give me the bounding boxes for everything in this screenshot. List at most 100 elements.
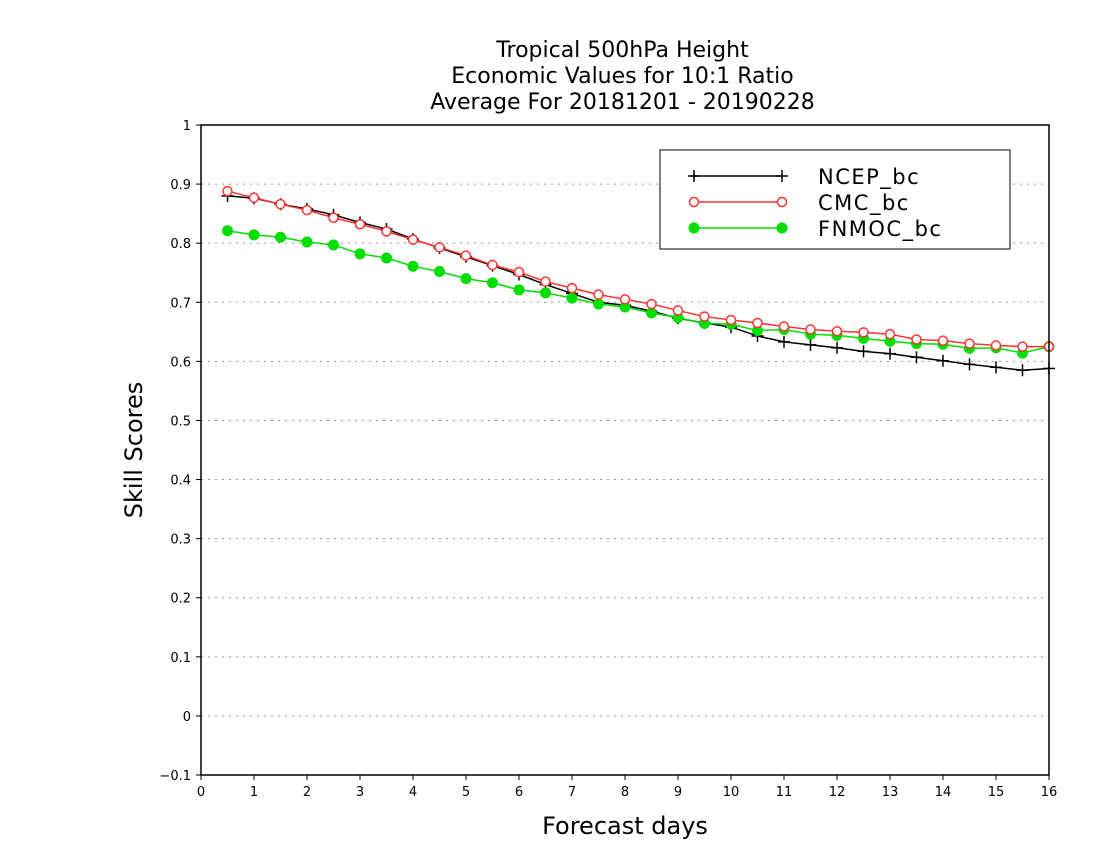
data-point bbox=[593, 289, 604, 300]
data-point bbox=[937, 335, 949, 346]
data-point bbox=[460, 273, 472, 285]
x-tick-label: 15 bbox=[988, 785, 1005, 800]
y-tick-label: 0.3 bbox=[170, 533, 191, 548]
y-tick-label: 0.1 bbox=[170, 651, 191, 666]
data-point bbox=[328, 212, 339, 224]
data-point bbox=[487, 277, 498, 289]
legend-label: FNMOC_bc bbox=[818, 217, 942, 242]
y-tick-label: 0 bbox=[183, 710, 191, 725]
legend-item: FNMOC_bc bbox=[688, 217, 942, 242]
data-point bbox=[328, 239, 339, 251]
x-tick-label: 3 bbox=[356, 785, 364, 800]
data-point bbox=[354, 248, 366, 260]
y-tick-label: 0.4 bbox=[170, 474, 191, 489]
chart-title-line-3: Average For 20181201 - 20190228 bbox=[430, 90, 815, 115]
data-point bbox=[381, 226, 392, 237]
data-point bbox=[301, 236, 313, 248]
legend-item: CMC_bc bbox=[688, 191, 910, 216]
data-point bbox=[831, 341, 843, 354]
series-cmc-bc bbox=[222, 185, 1055, 352]
x-tick-label: 2 bbox=[303, 785, 311, 800]
y-tick-label: 1 bbox=[183, 119, 191, 134]
data-point bbox=[487, 259, 498, 271]
y-tick-label: 0.9 bbox=[170, 178, 191, 193]
data-point bbox=[937, 354, 949, 367]
x-tick-label: 8 bbox=[621, 785, 629, 800]
data-point bbox=[1017, 341, 1028, 352]
legend-box bbox=[659, 149, 1011, 250]
data-point bbox=[460, 250, 472, 261]
y-axis-label: Skill Scores bbox=[120, 382, 148, 519]
legend-marker bbox=[776, 170, 788, 182]
x-tick-label: 12 bbox=[829, 785, 846, 800]
y-tick-label: 0.8 bbox=[170, 237, 191, 252]
x-tick-label: 9 bbox=[674, 785, 682, 800]
x-tick-label: 1 bbox=[250, 785, 258, 800]
chart-title-line-1: Tropical 500hPa Height bbox=[496, 38, 749, 63]
x-axis-label: Forecast days bbox=[542, 812, 708, 840]
data-point bbox=[672, 305, 684, 316]
data-point bbox=[646, 298, 657, 310]
y-tick-label: 0.2 bbox=[170, 592, 191, 607]
data-point bbox=[248, 192, 260, 203]
data-point bbox=[699, 311, 710, 322]
data-point bbox=[805, 324, 816, 335]
data-point bbox=[831, 325, 843, 337]
data-point bbox=[804, 338, 817, 351]
legend-marker bbox=[776, 196, 788, 208]
data-point bbox=[646, 307, 657, 319]
data-point bbox=[857, 345, 870, 358]
data-point bbox=[858, 327, 869, 338]
data-point bbox=[407, 260, 419, 272]
data-point bbox=[275, 198, 286, 210]
data-point bbox=[911, 334, 922, 345]
x-tick-label: 7 bbox=[568, 785, 576, 800]
y-tick-label: 0.6 bbox=[170, 355, 191, 370]
data-point bbox=[964, 338, 975, 349]
data-point bbox=[778, 321, 790, 332]
legend-label: CMC_bc bbox=[818, 191, 910, 216]
legend-marker bbox=[688, 170, 700, 182]
x-tick-label: 14 bbox=[935, 785, 952, 800]
y-tick-label: 0.7 bbox=[170, 296, 191, 311]
legend-marker bbox=[688, 196, 700, 208]
data-point bbox=[222, 225, 233, 237]
legend-marker bbox=[776, 222, 788, 234]
x-tick-label: 10 bbox=[723, 785, 740, 800]
data-point bbox=[1016, 364, 1029, 377]
data-point bbox=[752, 317, 763, 329]
data-point bbox=[910, 351, 923, 364]
x-tick-label: 0 bbox=[197, 785, 205, 800]
data-point bbox=[990, 361, 1002, 374]
data-point bbox=[222, 185, 233, 197]
x-tick-label: 16 bbox=[1041, 785, 1058, 800]
legend-label: NCEP_bc bbox=[818, 165, 920, 190]
y-tick-label: 0.5 bbox=[170, 414, 191, 429]
data-point bbox=[513, 266, 525, 278]
x-tick-label: 13 bbox=[882, 785, 899, 800]
data-point bbox=[434, 266, 445, 278]
data-point bbox=[407, 234, 419, 245]
data-point bbox=[513, 284, 525, 296]
data-point bbox=[275, 231, 286, 243]
x-tick-label: 6 bbox=[515, 785, 523, 800]
legend-marker bbox=[688, 222, 700, 234]
x-tick-label: 11 bbox=[776, 785, 793, 800]
data-point bbox=[593, 298, 604, 310]
data-point bbox=[884, 328, 896, 340]
data-point bbox=[566, 282, 578, 294]
x-tick-label: 5 bbox=[462, 785, 470, 800]
data-point bbox=[963, 358, 976, 371]
data-point bbox=[990, 340, 1002, 351]
chart-title-line-2: Economic Values for 10:1 Ratio bbox=[451, 64, 794, 89]
data-point bbox=[725, 314, 737, 326]
data-point bbox=[566, 292, 578, 304]
data-point bbox=[434, 242, 445, 253]
x-tick-label: 4 bbox=[409, 785, 417, 800]
data-point bbox=[778, 335, 790, 348]
data-point bbox=[884, 347, 896, 360]
data-point bbox=[354, 219, 366, 230]
legend-item: NCEP_bc bbox=[688, 165, 920, 190]
data-point bbox=[381, 252, 392, 264]
